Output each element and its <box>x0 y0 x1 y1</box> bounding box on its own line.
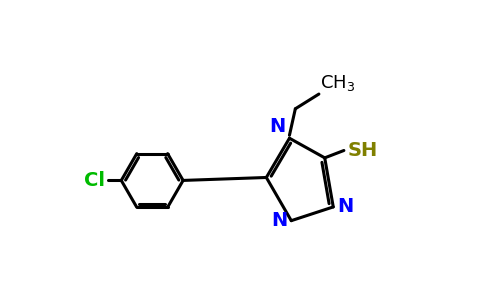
Text: Cl: Cl <box>84 171 105 190</box>
Text: CH$_3$: CH$_3$ <box>320 73 356 93</box>
Text: SH: SH <box>348 141 378 160</box>
Text: N: N <box>272 211 288 230</box>
Text: N: N <box>337 197 353 216</box>
Text: N: N <box>270 117 286 136</box>
